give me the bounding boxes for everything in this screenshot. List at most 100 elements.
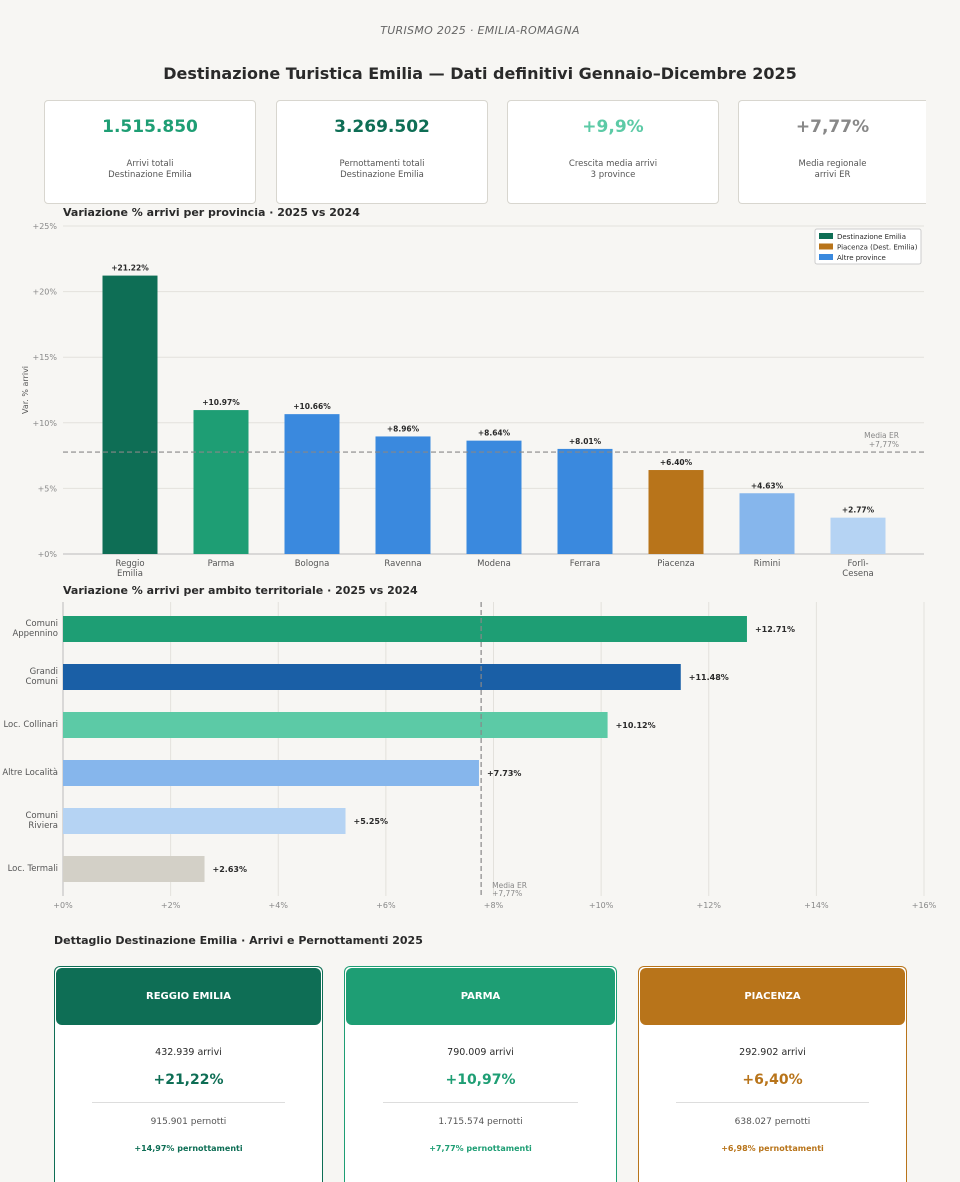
kpi-card: +9,9% Crescita media arrivi 3 province <box>507 100 719 204</box>
overnights: 638.027 pernotti <box>734 1117 811 1127</box>
reference-label: Media ER <box>864 431 899 440</box>
y-tick-label: +0% <box>38 550 58 559</box>
divider <box>382 1102 579 1103</box>
overnights: 1.715.574 pernotti <box>438 1117 523 1127</box>
reference-label: Media ER <box>492 881 527 890</box>
x-tick-label: Ferrara <box>569 559 601 569</box>
x-tick-label: Ravenna <box>384 559 422 569</box>
chart-title: Variazione % arrivi per ambito territori… <box>63 584 418 597</box>
value-label: +4.63% <box>751 481 784 490</box>
y-tick-label-box: Altre Località <box>2 768 58 778</box>
x-tick-label: Rimini <box>753 559 781 569</box>
bar <box>375 436 431 554</box>
bar <box>284 414 340 554</box>
overnights-change: +14,97% pernottamenti <box>134 1144 243 1153</box>
x-tick-label: +4% <box>269 901 289 910</box>
legend-swatch <box>819 254 833 260</box>
x-tick-label: +16% <box>912 901 937 910</box>
chart-title: Variazione % arrivi per provincia · 2025… <box>63 206 360 219</box>
arrivals: 790.009 arrivi <box>447 1047 514 1058</box>
overnights-change: +7,77% pernottamenti <box>429 1144 532 1153</box>
kpi-value: 3.269.502 <box>334 117 430 137</box>
bar <box>193 410 249 554</box>
legend-swatch <box>819 243 833 250</box>
bar <box>63 664 681 690</box>
value-label: +6.40% <box>660 458 693 467</box>
x-tick-label: Piacenza <box>657 559 695 569</box>
kpi-value: +7,77% <box>795 117 870 137</box>
legend-swatch <box>819 233 833 239</box>
detail-card: PARMA 790.009 arrivi +10,97% 1.715.574 p… <box>344 966 617 1182</box>
y-tick-label-box: Grandi Comuni <box>25 667 58 687</box>
value-label: +7.73% <box>487 769 521 778</box>
x-tick-label: +12% <box>697 901 722 910</box>
legend-label: Altre province <box>837 254 886 262</box>
kpi-sublabel: Destinazione Emilia <box>108 170 192 180</box>
kpi-value: +9,9% <box>582 117 644 137</box>
y-tick-label: +20% <box>33 288 58 297</box>
kpi-label: Arrivi totali <box>126 159 174 169</box>
x-tick-label: +2% <box>161 901 181 910</box>
bar <box>466 440 522 554</box>
kpi-label: Media regionale <box>798 159 867 169</box>
x-tick-label: +14% <box>804 901 829 910</box>
x-tick-label-box: Modena <box>477 559 511 569</box>
arrivals-change: +6,40% <box>742 1072 803 1088</box>
x-tick-label-box: Ferrara <box>569 559 601 569</box>
kpi-card: 3.269.502 Pernottamenti totali Destinazio… <box>276 100 488 204</box>
x-tick-label-box: Ravenna <box>384 559 422 569</box>
kpi-value: 1.515.850 <box>102 117 198 137</box>
value-label: +11.48% <box>689 673 729 682</box>
bar <box>739 493 795 554</box>
bar <box>557 448 613 554</box>
arrivals-change: +21,22% <box>153 1072 224 1088</box>
y-tick-label-box: Loc. Collinari <box>3 720 58 730</box>
value-label: +2.77% <box>842 506 875 515</box>
card-header: REGGIO EMILIA <box>56 968 321 1025</box>
kpi-sublabel: 3 province <box>590 170 636 180</box>
value-label: +8.01% <box>569 437 602 446</box>
legend-box <box>814 228 922 265</box>
x-tick-label-box: Forlì-Cesena <box>842 559 874 579</box>
bar <box>63 856 205 882</box>
y-tick-label: Comuni Riviera <box>25 811 58 831</box>
x-tick-label: Forlì-Cesena <box>842 559 874 579</box>
x-tick-label-box: Piacenza <box>657 559 695 569</box>
x-tick-label-box: Parma <box>207 559 235 569</box>
overnights-change: +6,98% pernottamenti <box>721 1144 824 1153</box>
kpi-card: +7,77% Media regionale arrivi ER <box>738 100 926 204</box>
y-tick-label-box: Comuni Riviera <box>25 811 58 831</box>
y-axis-label: Var. % arrivi <box>21 366 30 414</box>
value-label: +12.71% <box>755 625 795 634</box>
value-label: +2.63% <box>213 865 247 874</box>
value-label: +8.64% <box>478 429 511 438</box>
kpi-label: Crescita media arrivi <box>568 159 658 169</box>
value-label: +10.97% <box>202 398 240 407</box>
section-title: Dettaglio Destinazione Emilia · Arrivi e… <box>54 934 423 947</box>
kicker: TURISMO 2025 · EMILIA-ROMAGNA <box>380 24 580 37</box>
x-tick-label: Modena <box>477 559 511 569</box>
bar <box>63 712 608 738</box>
y-tick-label-box: Comuni Appennino <box>12 619 58 639</box>
x-tick-label: Parma <box>207 559 235 569</box>
y-tick-label-box: Loc. Termali <box>8 864 58 874</box>
y-tick-label: +10% <box>33 419 58 428</box>
x-tick-label-box: Bologna <box>295 559 330 569</box>
x-tick-label-box: Reggio Emilia <box>115 559 144 579</box>
value-label: +8.96% <box>387 424 420 433</box>
x-tick-label: +8% <box>484 901 504 910</box>
bar <box>63 808 346 834</box>
divider <box>676 1102 869 1103</box>
y-tick-label: Comuni Appennino <box>12 619 58 639</box>
kpi-sublabel: arrivi ER <box>814 170 851 180</box>
reference-value: +7,77% <box>492 889 522 898</box>
reference-value: +7,77% <box>869 440 899 449</box>
bar <box>63 616 747 642</box>
detail-card: REGGIO EMILIA 432.939 arrivi +21,22% 915… <box>54 966 323 1182</box>
arrivals: 432.939 arrivi <box>155 1047 222 1058</box>
arrivals: 292.902 arrivi <box>739 1047 806 1058</box>
value-label: +21.22% <box>111 264 149 273</box>
y-tick-label: +15% <box>33 353 58 362</box>
